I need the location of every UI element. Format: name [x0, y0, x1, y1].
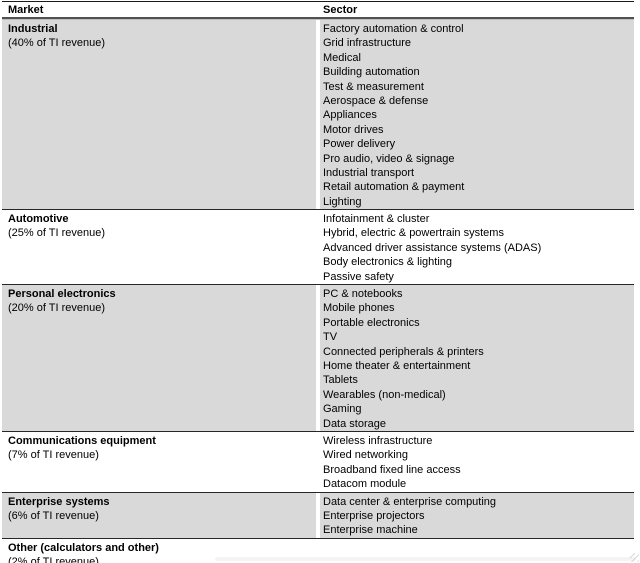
column-header-market: Market [8, 4, 44, 16]
sector-item: Building automation [323, 66, 420, 79]
sector-item: Broadband fixed line access [323, 463, 461, 476]
table-header: Market Sector [2, 2, 634, 17]
market-cell: Personal electronics (20% of TI revenue) [2, 285, 316, 431]
market-section: Communications equipment (7% of TI revenu… [2, 430, 634, 492]
sector-item: Aerospace & defense [323, 94, 429, 107]
sector-cell: Factory automation & control Grid infrast… [320, 20, 634, 210]
horizontal-scrollbar-track[interactable] [215, 557, 636, 561]
header-divider-dark [2, 17, 634, 19]
column-gap [316, 431, 320, 492]
market-name: Enterprise systems [8, 495, 110, 508]
market-cell: Automotive (25% of TI revenue) [2, 210, 316, 285]
sector-item: Enterprise projectors [323, 509, 425, 522]
sector-item: Appliances [323, 109, 377, 122]
market-section: Industrial (40% of TI revenue) Factory aut… [2, 20, 634, 210]
sector-item: Retail automation & payment [323, 181, 465, 194]
market-revenue: (6% of TI revenue) [8, 509, 99, 522]
market-revenue: (20% of TI revenue) [8, 302, 106, 315]
market-cell: Communications equipment (7% of TI revenu… [2, 431, 316, 492]
sector-item: Datacom module [323, 478, 407, 491]
sector-item: Lighting [323, 195, 362, 208]
sector-cell: Infotainment & cluster Hybrid, electric &… [320, 210, 634, 285]
sector-item: Mobile phones [323, 302, 395, 315]
market-section: Enterprise systems (6% of TI revenue) Data… [2, 491, 634, 538]
column-gap [316, 20, 320, 210]
sector-item: Medical [323, 51, 361, 64]
sector-item: Gaming [323, 403, 362, 416]
sector-item: Motor drives [323, 123, 384, 136]
market-name: Automotive [8, 213, 69, 226]
sector-item: Data center & enterprise computing [323, 495, 497, 508]
sector-item: Wearables (non-medical) [323, 388, 446, 401]
market-revenue: (25% of TI revenue) [8, 227, 106, 240]
sector-item: Home theater & entertainment [323, 359, 471, 372]
market-section: Personal electronics (20% of TI revenue) P… [2, 284, 634, 431]
column-gap [316, 538, 320, 563]
sector-item: Advanced driver assistance systems (ADAS… [323, 241, 542, 254]
column-gap [316, 285, 320, 431]
resize-grip-icon[interactable] [630, 553, 639, 562]
sector-cell: PC & notebooks Mobile phones Portable elec… [320, 285, 634, 431]
column-gap [316, 492, 320, 538]
market-name: Industrial [8, 23, 58, 35]
sector-item: Power delivery [323, 138, 396, 151]
sector-item: Factory automation & control [323, 23, 464, 35]
sector-item: Infotainment & cluster [323, 213, 430, 226]
sector-item: TV [323, 331, 338, 344]
sector-item: Body electronics & lighting [323, 256, 453, 269]
table-top-rule [2, 1, 634, 2]
sector-item: Grid infrastructure [323, 37, 412, 50]
sector-cell: Wireless infrastructure Wired networking B… [320, 431, 634, 492]
sector-item: Test & measurement [323, 80, 424, 93]
sector-item: Wired networking [323, 449, 408, 462]
market-name: Communications equipment [8, 434, 156, 447]
sector-item: Hybrid, electric & powertrain systems [323, 227, 504, 240]
table-body: Industrial (40% of TI revenue) Factory aut… [2, 20, 634, 563]
column-gap [316, 210, 320, 285]
sector-item: Enterprise machine [323, 524, 418, 537]
market-name: Personal electronics [8, 288, 116, 301]
sector-item: Industrial transport [323, 166, 415, 179]
sector-item: Wireless infrastructure [323, 434, 433, 447]
sector-item: Tablets [323, 374, 358, 387]
header-divider-light [2, 19, 634, 20]
sector-cell: Data center & enterprise computing Enterp… [320, 492, 634, 538]
sector-item: Connected peripherals & printers [323, 345, 484, 358]
column-header-sector: Sector [323, 4, 358, 16]
market-revenue: (40% of TI revenue) [8, 37, 106, 50]
market-revenue: (7% of TI revenue) [8, 449, 99, 462]
sector-item: Pro audio, video & signage [323, 152, 455, 165]
market-cell: Enterprise systems (6% of TI revenue) [2, 492, 316, 538]
sector-item: Passive safety [323, 270, 394, 283]
sector-item: PC & notebooks [323, 288, 403, 301]
market-section: Automotive (25% of TI revenue) Infotainmen… [2, 209, 634, 285]
market-name: Other (calculators and other) [8, 541, 159, 554]
market-revenue: (2% of TI revenue) [8, 556, 99, 563]
market-cell: Industrial (40% of TI revenue) [2, 20, 316, 210]
sector-item: Data storage [323, 417, 386, 430]
sector-item: Portable electronics [323, 316, 420, 329]
